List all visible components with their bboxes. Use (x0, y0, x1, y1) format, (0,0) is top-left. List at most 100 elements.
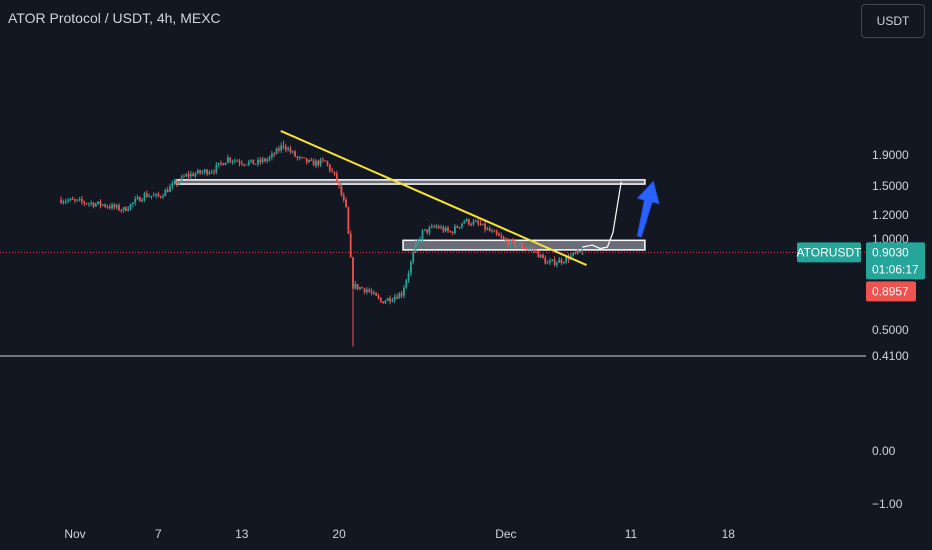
candle (384, 299, 387, 304)
candle (572, 252, 574, 257)
candle (108, 203, 111, 210)
candle-body (384, 300, 387, 304)
candle-body (201, 171, 204, 173)
candle (579, 250, 581, 253)
candle-body (465, 219, 468, 222)
resistance-zone[interactable] (175, 179, 646, 185)
candle (215, 161, 218, 175)
candle-body (194, 173, 197, 177)
candle-body (141, 199, 144, 202)
candle-body (231, 161, 234, 163)
candle (511, 238, 514, 243)
candle (284, 143, 287, 153)
candle-body (99, 201, 102, 206)
candle (206, 168, 208, 176)
candle (238, 158, 241, 167)
candle (416, 238, 419, 246)
candle (370, 288, 373, 296)
candle-body (352, 257, 354, 289)
candle-body (335, 173, 338, 182)
candle (516, 245, 519, 249)
candle (474, 218, 477, 223)
candle-body (562, 262, 565, 264)
candle (122, 206, 125, 213)
candle-body (257, 159, 259, 164)
candle (368, 287, 371, 293)
candle (321, 157, 324, 163)
candle-body (479, 223, 482, 226)
candle (447, 225, 449, 234)
support-zone[interactable] (402, 239, 646, 251)
candle (294, 150, 296, 158)
candle-body (386, 298, 389, 301)
candle-body (518, 243, 521, 246)
candle-body (359, 287, 361, 290)
candle-body (264, 158, 266, 162)
candle (345, 197, 347, 208)
candle (208, 170, 211, 176)
candle-body (208, 172, 211, 175)
candle (115, 203, 118, 210)
y-tick-label: 1.9000 (872, 148, 909, 162)
candle-body (493, 230, 496, 232)
candle (222, 162, 225, 166)
candle-body (166, 189, 169, 193)
candle-body (180, 176, 183, 182)
candle-body (375, 292, 378, 296)
candle-body (333, 171, 336, 174)
candle (113, 202, 116, 210)
candle-body (125, 207, 127, 211)
candle (419, 236, 422, 243)
candle (152, 192, 155, 197)
x-tick-label: 20 (332, 527, 346, 541)
candle (495, 229, 498, 237)
candle-body (553, 259, 556, 265)
currency-button[interactable]: USDT (861, 4, 925, 38)
candle-body (206, 169, 208, 175)
candle (382, 301, 385, 304)
candle-body (101, 204, 104, 206)
candle-body (185, 174, 188, 177)
candle-body (451, 232, 454, 234)
candle (379, 296, 382, 304)
candle (551, 259, 554, 262)
candle-body (484, 223, 486, 230)
candle-body (454, 226, 456, 234)
trendline[interactable] (280, 129, 587, 266)
candle (521, 241, 524, 250)
candle-body (243, 164, 246, 166)
candle-body (217, 162, 220, 165)
target-arrow-icon[interactable] (636, 180, 660, 238)
candle (430, 223, 433, 229)
projection-path[interactable] (582, 181, 622, 250)
candle (386, 297, 389, 302)
y-tick-label: 0.5000 (872, 323, 909, 337)
second-price-label: 0.8957 (872, 284, 909, 298)
candle (470, 222, 473, 227)
candle-body (298, 157, 301, 159)
candle-body (78, 199, 81, 201)
candle (166, 186, 169, 193)
candle (220, 160, 222, 167)
candle (287, 146, 290, 152)
candle (176, 178, 178, 188)
candle (324, 160, 327, 162)
candle (389, 295, 391, 305)
candle (562, 261, 565, 265)
candle (498, 231, 500, 237)
candle-body (372, 292, 375, 294)
candle (463, 219, 466, 224)
candle-body (345, 200, 347, 208)
candle (328, 163, 331, 173)
candle-body (423, 229, 426, 231)
candle (574, 251, 577, 255)
candle (132, 202, 134, 207)
candle (88, 202, 90, 207)
candle (298, 155, 301, 160)
candle (134, 196, 137, 206)
candle-body (196, 170, 199, 174)
symbol-tag[interactable] (797, 242, 861, 263)
candle (312, 158, 315, 166)
candle-body (532, 248, 535, 251)
